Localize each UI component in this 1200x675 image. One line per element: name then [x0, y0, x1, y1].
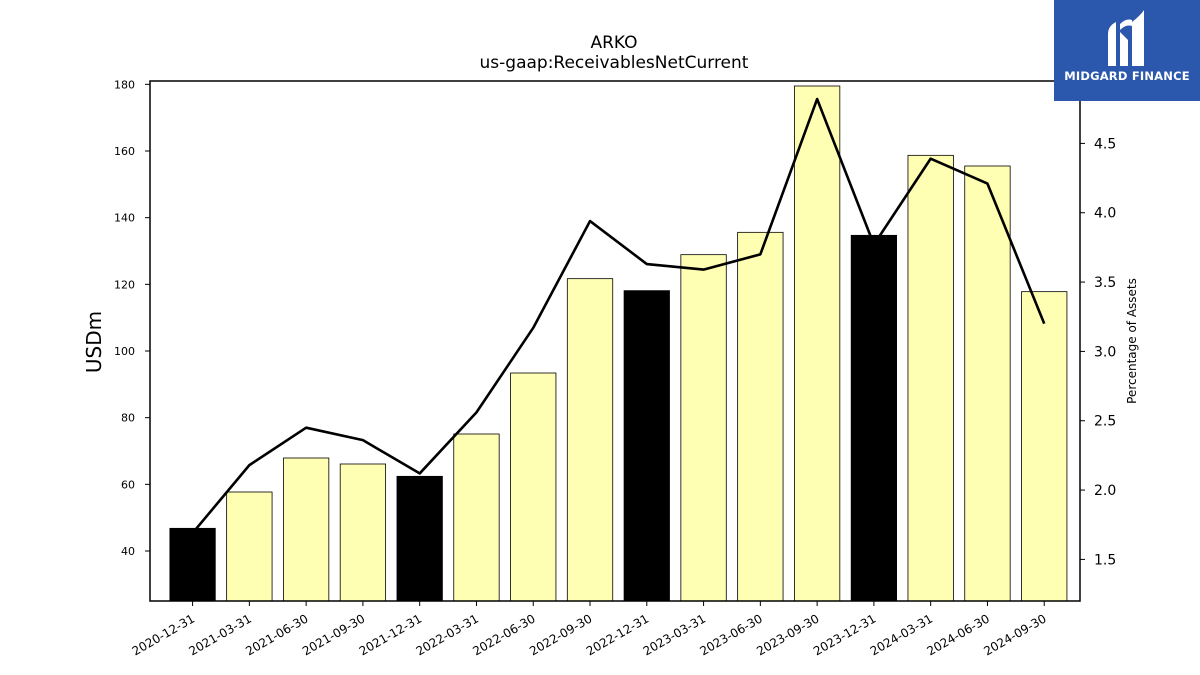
x-tick-label: 2022-03-31 [414, 611, 481, 658]
bar-2023-03-31 [680, 254, 727, 602]
bar-2023-06-30 [737, 231, 784, 602]
y-tick-label: 60 [121, 478, 135, 491]
y-axis-label: USDm [82, 311, 106, 373]
y-axis-ticks: 40 60 80 100 120 140 160 180 [114, 78, 150, 558]
logo-text: MIDGARD FINANCE [1064, 69, 1190, 83]
y2-tick-label: 2.0 [1094, 483, 1116, 499]
x-tick-label: 2023-12-31 [811, 611, 878, 658]
x-tick-label: 2021-09-30 [300, 611, 367, 658]
bar-2021-03-31 [226, 491, 273, 602]
y2-tick-label: 2.5 [1094, 414, 1116, 430]
x-tick-label: 2020-12-31 [130, 611, 197, 658]
x-tick-label: 2024-03-31 [868, 611, 935, 658]
bar-2023-09-30 [794, 85, 841, 602]
y2-tick-label: 3.5 [1094, 275, 1116, 291]
bar-2024-09-30 [1021, 291, 1068, 602]
y-tick-label: 160 [114, 145, 135, 158]
y2-axis-ticks: 1.5 2.0 2.5 3.0 3.5 4.0 4.5 [1080, 136, 1116, 568]
x-axis-ticks: 2020-12-312021-03-312021-06-302021-09-30… [130, 601, 1049, 658]
x-tick-label: 2022-12-31 [584, 611, 651, 658]
x-tick-label: 2021-03-31 [186, 611, 253, 658]
bar-2021-09-30 [339, 463, 387, 602]
y-tick-label: 100 [114, 345, 135, 358]
bar-2022-12-31 [623, 290, 670, 602]
y2-tick-label: 4.5 [1094, 136, 1116, 152]
chart-subtitle: us-gaap:ReceivablesNetCurrent [480, 53, 749, 73]
bar-2024-03-31 [907, 154, 954, 602]
x-tick-label: 2021-12-31 [357, 611, 424, 658]
bar-2022-09-30 [566, 278, 614, 602]
y2-axis-label: Percentage of Assets [1125, 278, 1139, 404]
brand-logo: MIDGARD FINANCE [1054, 0, 1200, 101]
y2-tick-label: 4.0 [1094, 206, 1116, 222]
percent-line [191, 97, 1046, 534]
bar-2022-03-31 [453, 433, 500, 602]
y-tick-label: 40 [121, 545, 135, 558]
y-tick-label: 120 [114, 278, 135, 291]
bars [169, 85, 1068, 602]
x-tick-label: 2022-06-30 [470, 611, 537, 658]
x-tick-label: 2024-09-30 [981, 611, 1048, 658]
bar-2021-06-30 [283, 457, 330, 602]
bar-2022-06-30 [510, 372, 557, 602]
y-tick-label: 180 [114, 78, 135, 91]
bar-2021-12-31 [396, 475, 443, 602]
bar-2020-12-31 [169, 527, 216, 602]
y-tick-label: 80 [121, 412, 135, 425]
bar-2024-06-30 [964, 165, 1011, 602]
x-tick-label: 2023-03-31 [641, 611, 708, 658]
x-tick-label: 2024-06-30 [925, 611, 992, 658]
bar-2023-12-31 [850, 234, 898, 602]
x-tick-label: 2023-09-30 [754, 611, 821, 658]
x-tick-label: 2021-06-30 [243, 611, 310, 658]
plot-frame [149, 80, 1081, 602]
x-tick-label: 2022-09-30 [527, 611, 594, 658]
chart-title: ARKO [590, 33, 637, 53]
percent-line-series [191, 97, 1046, 534]
y2-tick-label: 1.5 [1094, 552, 1116, 568]
logo-mark-icon [1108, 10, 1144, 66]
y2-tick-label: 3.0 [1094, 344, 1116, 360]
y-tick-label: 140 [114, 212, 135, 225]
x-tick-label: 2023-06-30 [697, 611, 764, 658]
